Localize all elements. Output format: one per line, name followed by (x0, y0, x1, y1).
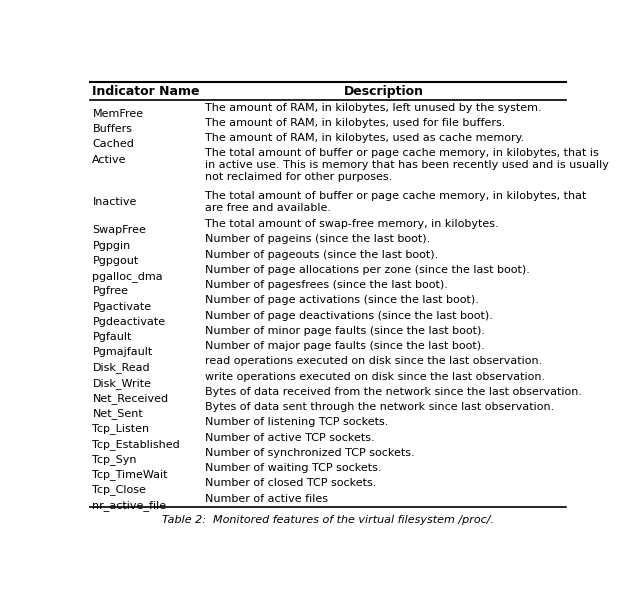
Text: Cached: Cached (92, 139, 134, 150)
Text: Tcp_Close: Tcp_Close (92, 485, 147, 495)
Text: Bytes of data received from the network since the last observation.: Bytes of data received from the network … (205, 387, 582, 397)
Text: read operations executed on disk since the last observation.: read operations executed on disk since t… (205, 356, 543, 366)
Text: Pgfault: Pgfault (92, 332, 132, 342)
Text: Number of waiting TCP sockets.: Number of waiting TCP sockets. (205, 463, 382, 473)
Text: The amount of RAM, in kilobytes, used for file buffers.: The amount of RAM, in kilobytes, used fo… (205, 118, 506, 128)
Text: write operations executed on disk since the last observation.: write operations executed on disk since … (205, 372, 546, 382)
Text: The amount of RAM, in kilobytes, used as cache memory.: The amount of RAM, in kilobytes, used as… (205, 133, 525, 143)
Text: Indicator Name: Indicator Name (92, 85, 200, 98)
Text: Pgpgout: Pgpgout (92, 256, 139, 266)
Text: Number of active files: Number of active files (205, 493, 328, 504)
Text: Number of page activations (since the last boot).: Number of page activations (since the la… (205, 296, 479, 306)
Text: Tcp_Established: Tcp_Established (92, 439, 180, 450)
Text: Number of pageouts (since the last boot).: Number of pageouts (since the last boot)… (205, 250, 439, 259)
Text: Disk_Write: Disk_Write (92, 378, 152, 389)
Text: Number of major page faults (since the last boot).: Number of major page faults (since the l… (205, 341, 485, 351)
Text: Pgpgin: Pgpgin (92, 241, 131, 251)
Text: Pgactivate: Pgactivate (92, 301, 152, 311)
Text: Disk_Read: Disk_Read (92, 362, 150, 374)
Text: Description: Description (344, 85, 424, 98)
Text: Table 2:  Monitored features of the virtual filesystem /proc/.: Table 2: Monitored features of the virtu… (162, 515, 494, 525)
Text: Inactive: Inactive (92, 197, 137, 207)
Text: Pgmajfault: Pgmajfault (92, 348, 153, 357)
Text: MemFree: MemFree (92, 109, 143, 119)
Text: The total amount of swap-free memory, in kilobytes.: The total amount of swap-free memory, in… (205, 219, 499, 229)
Text: pgalloc_dma: pgalloc_dma (92, 271, 163, 282)
Text: Number of pagesfrees (since the last boot).: Number of pagesfrees (since the last boo… (205, 280, 449, 290)
Text: Number of minor page faults (since the last boot).: Number of minor page faults (since the l… (205, 326, 486, 336)
Text: Tcp_Syn: Tcp_Syn (92, 454, 137, 465)
Text: Number of pageins (since the last boot).: Number of pageins (since the last boot). (205, 235, 431, 245)
Text: Tcp_Listen: Tcp_Listen (92, 424, 150, 434)
Text: Bytes of data sent through the network since last observation.: Bytes of data sent through the network s… (205, 402, 555, 412)
Text: Number of closed TCP sockets.: Number of closed TCP sockets. (205, 478, 377, 488)
Text: The total amount of buffer or page cache memory, in kilobytes, that is
in active: The total amount of buffer or page cache… (205, 148, 609, 183)
Text: Pgdeactivate: Pgdeactivate (92, 317, 166, 327)
Text: Pgfree: Pgfree (92, 286, 129, 296)
Text: The total amount of buffer or page cache memory, in kilobytes, that
are free and: The total amount of buffer or page cache… (205, 190, 587, 213)
Text: Net_Sent: Net_Sent (92, 408, 143, 419)
Text: Buffers: Buffers (92, 124, 132, 134)
Text: Number of listening TCP sockets.: Number of listening TCP sockets. (205, 417, 389, 427)
Text: Active: Active (92, 154, 127, 164)
Text: Net_Received: Net_Received (92, 393, 168, 404)
Text: SwapFree: SwapFree (92, 225, 147, 235)
Text: nr_active_file: nr_active_file (92, 500, 166, 511)
Text: Number of active TCP sockets.: Number of active TCP sockets. (205, 433, 375, 443)
Text: Number of page deactivations (since the last boot).: Number of page deactivations (since the … (205, 311, 493, 321)
Text: Number of page allocations per zone (since the last boot).: Number of page allocations per zone (sin… (205, 265, 531, 275)
Text: Number of synchronized TCP sockets.: Number of synchronized TCP sockets. (205, 448, 415, 458)
Text: The amount of RAM, in kilobytes, left unused by the system.: The amount of RAM, in kilobytes, left un… (205, 103, 542, 113)
Text: Tcp_TimeWait: Tcp_TimeWait (92, 469, 168, 480)
